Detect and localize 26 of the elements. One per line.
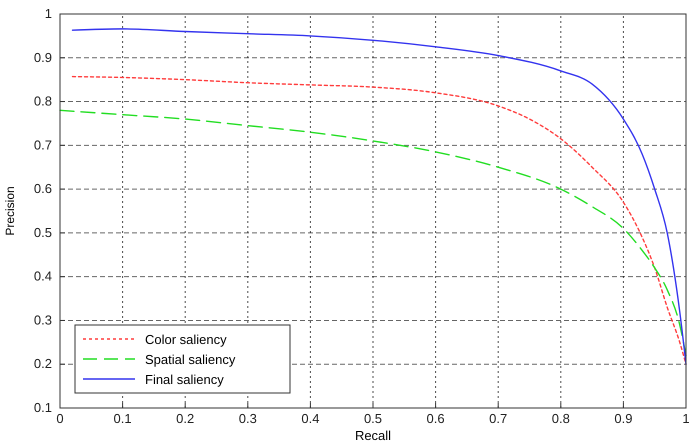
y-tick-label: 0.2 xyxy=(34,356,52,372)
y-tick-label: 0.1 xyxy=(34,400,52,415)
x-tick-label: 0 xyxy=(56,411,64,426)
y-tick-label: 1 xyxy=(44,6,52,21)
x-tick-label: 0.7 xyxy=(489,411,508,426)
x-tick-label: 0.8 xyxy=(552,411,570,426)
x-tick-label: 0.6 xyxy=(426,411,445,426)
x-tick-label: 0.9 xyxy=(614,411,632,426)
x-tick-label: 0.3 xyxy=(238,411,257,426)
x-tick-label: 0.2 xyxy=(176,411,194,426)
y-tick-label: 0.9 xyxy=(34,50,52,65)
y-tick-label: 0.6 xyxy=(34,181,52,196)
legend-label: Final saliency xyxy=(145,372,224,387)
legend-label: Color saliency xyxy=(145,332,228,347)
legend-label: Spatial saliency xyxy=(145,352,236,367)
x-tick-label: 0.1 xyxy=(114,411,132,426)
y-axis-title: Precision xyxy=(3,186,17,236)
y-tick-label: 0.3 xyxy=(34,312,52,328)
y-tick-label: 0.7 xyxy=(34,137,52,152)
y-tick-label: 0.4 xyxy=(34,268,52,284)
y-tick-label: 0.5 xyxy=(34,224,52,240)
y-tick-label: 0.8 xyxy=(34,94,52,109)
x-tick-label: 1 xyxy=(682,411,690,426)
x-axis-title: Recall xyxy=(354,428,392,442)
x-tick-label: 0.4 xyxy=(301,411,320,426)
x-tick-label: 0.5 xyxy=(364,411,382,426)
